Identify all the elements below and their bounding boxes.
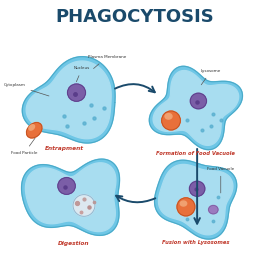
Text: Fusion with Lysosomes: Fusion with Lysosomes — [162, 240, 230, 245]
Ellipse shape — [165, 113, 172, 119]
Polygon shape — [153, 71, 239, 145]
Polygon shape — [22, 159, 120, 235]
Polygon shape — [26, 61, 111, 139]
Ellipse shape — [73, 195, 95, 216]
Polygon shape — [22, 57, 115, 143]
Text: Food Particle: Food Particle — [11, 138, 37, 155]
Text: Lysosome: Lysosome — [201, 69, 221, 85]
Text: Food Vacuole: Food Vacuole — [207, 167, 234, 193]
Polygon shape — [159, 164, 233, 235]
Ellipse shape — [58, 178, 75, 194]
Ellipse shape — [190, 93, 206, 109]
Polygon shape — [154, 160, 237, 239]
Text: Nucleus: Nucleus — [74, 66, 90, 82]
Text: PHAGOCYTOSIS: PHAGOCYTOSIS — [56, 8, 214, 26]
Text: Digestion: Digestion — [58, 241, 90, 246]
Ellipse shape — [180, 201, 187, 206]
Ellipse shape — [27, 123, 42, 138]
Ellipse shape — [190, 181, 205, 196]
Text: Formation of Food Vacuole: Formation of Food Vacuole — [157, 151, 235, 156]
Ellipse shape — [29, 125, 35, 130]
Polygon shape — [149, 66, 243, 150]
Polygon shape — [25, 163, 116, 232]
Text: Plasma Membrane: Plasma Membrane — [88, 55, 126, 69]
Ellipse shape — [177, 198, 195, 216]
Ellipse shape — [209, 206, 218, 214]
Text: Entrapment: Entrapment — [44, 146, 83, 151]
Ellipse shape — [68, 84, 86, 101]
Ellipse shape — [162, 111, 180, 130]
Text: Cytoplasm: Cytoplasm — [4, 83, 49, 96]
